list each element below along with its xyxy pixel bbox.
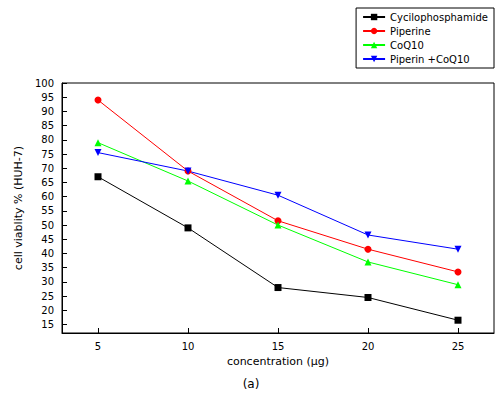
svg-text:Piperin +CoQ10: Piperin +CoQ10 xyxy=(390,54,470,65)
svg-text:5: 5 xyxy=(95,341,101,352)
svg-text:45: 45 xyxy=(41,234,54,245)
svg-text:60: 60 xyxy=(41,191,54,202)
svg-text:25: 25 xyxy=(452,341,465,352)
svg-text:40: 40 xyxy=(41,248,54,259)
svg-text:Piperine: Piperine xyxy=(390,26,430,37)
svg-text:65: 65 xyxy=(41,177,54,188)
svg-text:20: 20 xyxy=(41,305,54,316)
svg-text:10: 10 xyxy=(182,341,195,352)
svg-text:75: 75 xyxy=(41,149,54,160)
svg-text:50: 50 xyxy=(41,220,54,231)
svg-text:25: 25 xyxy=(41,291,54,302)
svg-text:Cycilophosphamide: Cycilophosphamide xyxy=(390,12,488,23)
svg-text:35: 35 xyxy=(41,262,54,273)
svg-text:CoQ10: CoQ10 xyxy=(390,40,424,51)
svg-text:15: 15 xyxy=(41,319,54,330)
svg-text:15: 15 xyxy=(272,341,285,352)
svg-text:55: 55 xyxy=(41,205,54,216)
svg-text:85: 85 xyxy=(41,120,54,131)
svg-text:95: 95 xyxy=(41,92,54,103)
svg-text:cell viablity % (HUH-7): cell viablity % (HUH-7) xyxy=(12,146,25,270)
svg-text:80: 80 xyxy=(41,134,54,145)
svg-text:(a): (a) xyxy=(243,377,260,391)
svg-text:20: 20 xyxy=(362,341,375,352)
svg-text:90: 90 xyxy=(41,106,54,117)
svg-text:70: 70 xyxy=(41,163,54,174)
svg-text:30: 30 xyxy=(41,276,54,287)
svg-text:100: 100 xyxy=(35,78,54,89)
svg-text:concentration (µg): concentration (µg) xyxy=(227,355,329,368)
